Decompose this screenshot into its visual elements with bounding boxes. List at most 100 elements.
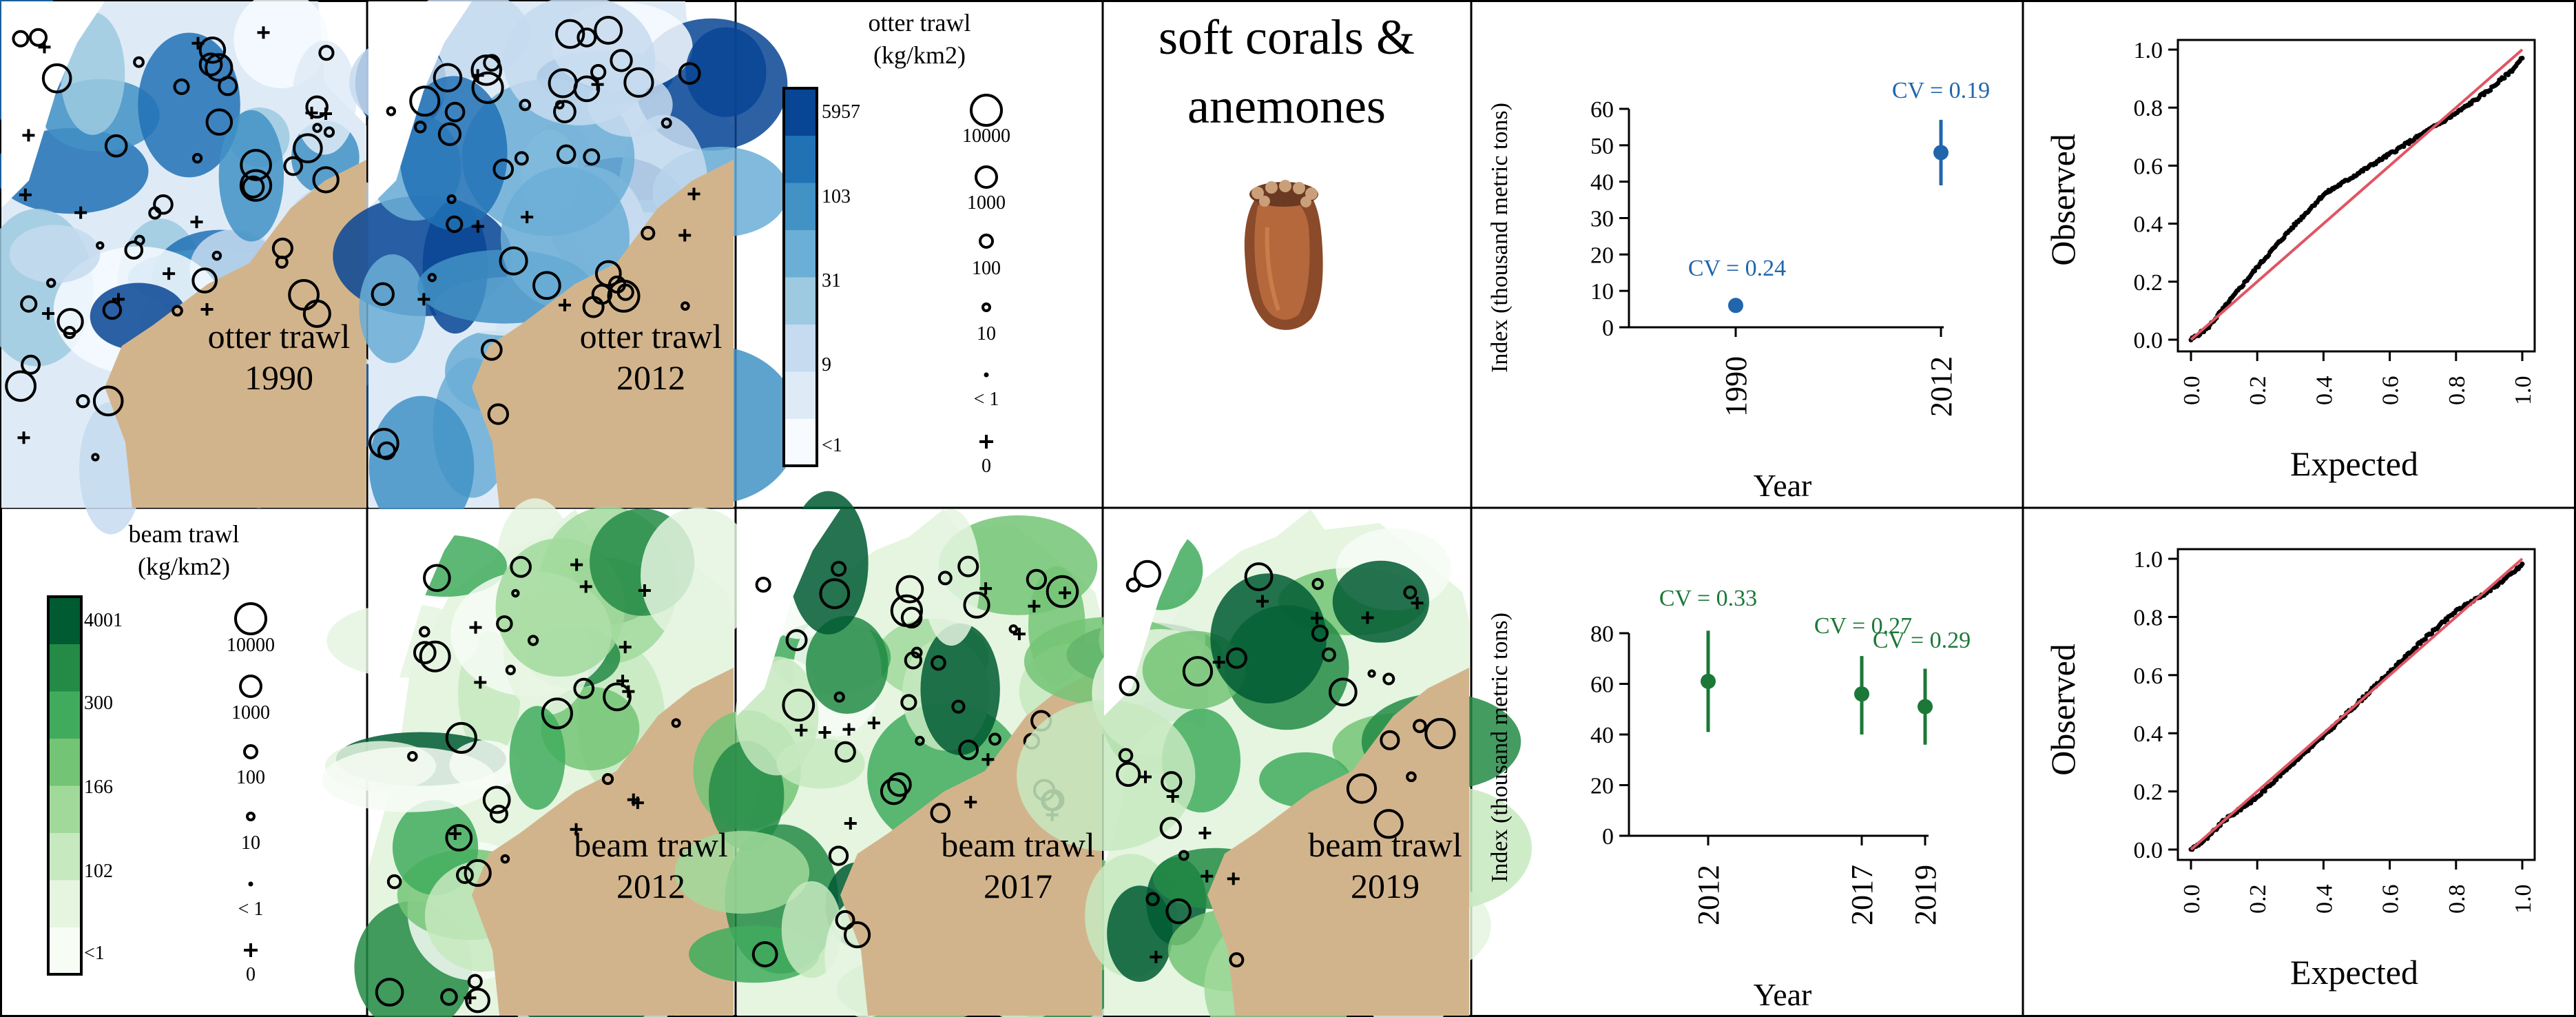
map-catch-circle (904, 651, 922, 670)
legend-size-circle (248, 881, 253, 887)
x-axis-label: Expected (2290, 444, 2418, 483)
species-panel: soft corals & anemones (1159, 10, 1415, 330)
map-catch-circle (96, 241, 105, 250)
map-zero-catch-plus (417, 293, 430, 306)
qq-point (2520, 55, 2525, 61)
legend-colorbar-bin (784, 418, 817, 466)
anemone-photo (1244, 180, 1323, 330)
qq-plot-otter-trawl: Observed Expected 0.0 0.2 0.4 0.6 0.8 1.0 0.0 0… (2044, 38, 2536, 483)
legend-size-label: 10000 (227, 635, 275, 656)
map-zero-catch-plus (1028, 599, 1041, 613)
map-zero-catch-plus (200, 302, 214, 316)
map-label-survey: otter trawl (580, 317, 723, 356)
map-catch-circle (577, 27, 597, 48)
map-catch-circle (831, 560, 847, 577)
x-tick-label: 2012 (1692, 865, 1725, 925)
map-catch-circle (1328, 677, 1358, 707)
map-catch-circle (755, 577, 771, 593)
index-chart-otter-trawl: Index (thousand metric tons) Year 0 10 20 3… (1487, 78, 1990, 503)
legend-zero-plus (979, 435, 993, 449)
legend-colorbar (782, 87, 818, 467)
map-catch-circle (782, 688, 816, 722)
legend-colorbar-bin (784, 324, 817, 372)
map-zero-catch-plus (22, 129, 35, 142)
qq-point (2502, 75, 2507, 81)
map-catch-circle (56, 307, 84, 336)
map-catch-circle (828, 845, 849, 866)
map-catch-circle (601, 772, 614, 785)
y-tick-label: 50 (1590, 134, 1614, 159)
map-density-blob (805, 615, 889, 714)
map-zero-catch-plus (1227, 872, 1240, 885)
map-catch-circle (1382, 672, 1395, 686)
map-catch-circle (198, 52, 223, 76)
y-tick-label: 0.8 (2134, 96, 2163, 121)
map-catch-circle (541, 697, 573, 730)
map-zero-catch-plus (570, 558, 583, 571)
map-catch-circle (915, 735, 925, 746)
map-catch-circle (1165, 898, 1192, 925)
map-catch-circle (413, 641, 437, 665)
x-tick-label: 0.4 (2312, 885, 2337, 914)
legend-size-circle (239, 675, 262, 698)
map-catch-circle (1311, 577, 1324, 590)
map-density-blob (1332, 560, 1429, 643)
map-catch-circle (153, 194, 174, 215)
legend-size-circle (234, 602, 267, 635)
legend-size-circle (981, 302, 991, 312)
data-point (1701, 673, 1716, 689)
map-land (541, 470, 672, 508)
map-catch-circle (681, 301, 690, 311)
map-catch-circle (446, 215, 464, 234)
map-catch-circle (446, 194, 457, 205)
x-tick-label: 1.0 (2511, 885, 2536, 914)
map-catch-circle (514, 151, 529, 166)
map-catch-circle (573, 677, 595, 699)
legend-size-labels: 10000 1000 100 10 < 1 0 (962, 125, 1010, 477)
map-catch-circle (835, 910, 855, 930)
x-tick-label: 1.0 (2511, 376, 2536, 406)
legend-color-labels: 5957 103 31 9 <1 (822, 101, 860, 456)
map-zero-catch-plus (74, 206, 87, 219)
y-tick-label: 0.0 (2134, 328, 2163, 353)
map-outside (368, 509, 472, 716)
map-catch-circle (191, 267, 218, 294)
map-catch-circle (318, 45, 335, 61)
map-catch-circle (418, 626, 430, 638)
map-catch-circle (445, 824, 473, 852)
y-tick-label: 60 (1590, 672, 1614, 698)
map-catch-circle (819, 578, 851, 609)
map-catch-circle (28, 28, 48, 47)
qq-plot-beam-trawl: Observed Expected 0.0 0.2 0.4 0.6 0.8 1.0 0.0 0… (2044, 547, 2536, 992)
map-beam-trawl-2017 (674, 491, 1153, 1017)
legend-size-circle (984, 372, 989, 378)
map-catch-circle (661, 117, 672, 129)
data-point (1728, 298, 1743, 314)
map-catch-circle (1346, 773, 1378, 804)
map-zero-catch-plus (964, 796, 977, 809)
map-catch-circle (887, 772, 912, 797)
legend-color-label: <1 (84, 943, 105, 964)
map-catch-circle (1225, 647, 1247, 669)
map-catch-circle (1244, 562, 1274, 592)
map-catch-circle (386, 874, 402, 890)
map-catch-circle (41, 63, 72, 94)
x-tick-label: 2019 (1909, 865, 1942, 925)
map-catch-circle (510, 555, 532, 578)
legend-size-label: 10 (241, 832, 260, 854)
map-catch-circle (91, 453, 100, 462)
map-catch-circle (12, 30, 30, 48)
map-catch-circle (610, 49, 633, 72)
map-zero-catch-plus (1310, 612, 1323, 625)
map-catch-circle (240, 149, 272, 181)
data-point (1918, 699, 1933, 715)
map-catch-circle (133, 56, 145, 68)
y-tick-label: 1.0 (2134, 38, 2163, 63)
map-catch-circle (1182, 656, 1214, 687)
map-label-year: 2012 (616, 358, 685, 397)
map-catch-circle (1046, 575, 1079, 608)
map-catch-circle (433, 63, 463, 93)
legend-size-label: 1000 (231, 702, 270, 723)
map-land (541, 978, 672, 1016)
map-catch-circle (527, 635, 539, 646)
